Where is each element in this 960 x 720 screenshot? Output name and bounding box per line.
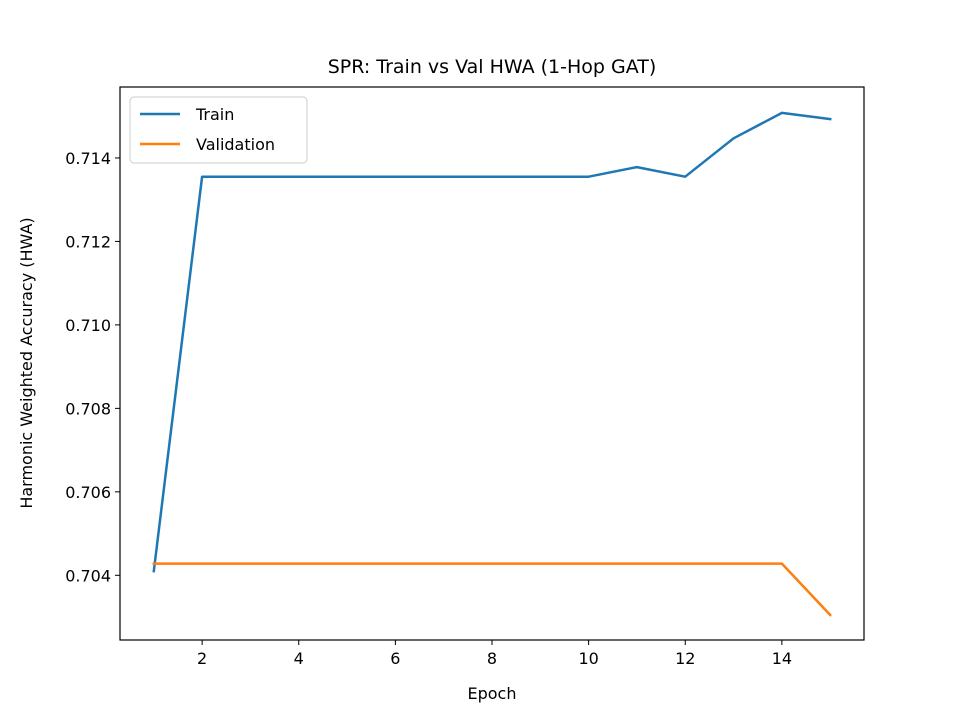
x-tick-label: 2	[197, 649, 207, 668]
series-line-train	[152, 111, 832, 573]
y-tick-label: 0.714	[65, 149, 111, 168]
y-tick-label: 0.710	[65, 316, 111, 335]
series-lines	[152, 111, 832, 617]
x-axis-label: Epoch	[468, 684, 517, 703]
x-tick-label: 10	[578, 649, 598, 668]
legend-label-validation: Validation	[196, 135, 275, 154]
plot-frame	[119, 86, 865, 641]
y-tick-label: 0.712	[65, 232, 111, 251]
x-tick-label: 4	[294, 649, 304, 668]
chart-title: SPR: Train vs Val HWA (1-Hop GAT)	[328, 56, 657, 78]
x-tick-label: 12	[675, 649, 695, 668]
legend: Train Validation	[129, 96, 308, 164]
y-tick-label: 0.704	[65, 566, 111, 585]
x-tick-label: 14	[772, 649, 792, 668]
x-axis-ticks: 2 4 6 8 10 12 14	[197, 640, 792, 668]
y-axis-label: Harmonic Weighted Accuracy (HWA)	[17, 217, 36, 508]
x-tick-label: 6	[390, 649, 400, 668]
x-tick-label: 8	[487, 649, 497, 668]
y-tick-label: 0.706	[65, 483, 111, 502]
series-line-validation	[152, 562, 832, 617]
y-tick-label: 0.708	[65, 399, 111, 418]
plot-area: 2 4 6 8 10 12 14 0.704 0.706 0.708 0.710 0.712 0.71…	[65, 86, 865, 668]
y-axis-ticks: 0.704 0.706 0.708 0.710 0.712 0.714	[65, 149, 120, 585]
legend-label-train: Train	[195, 105, 234, 124]
